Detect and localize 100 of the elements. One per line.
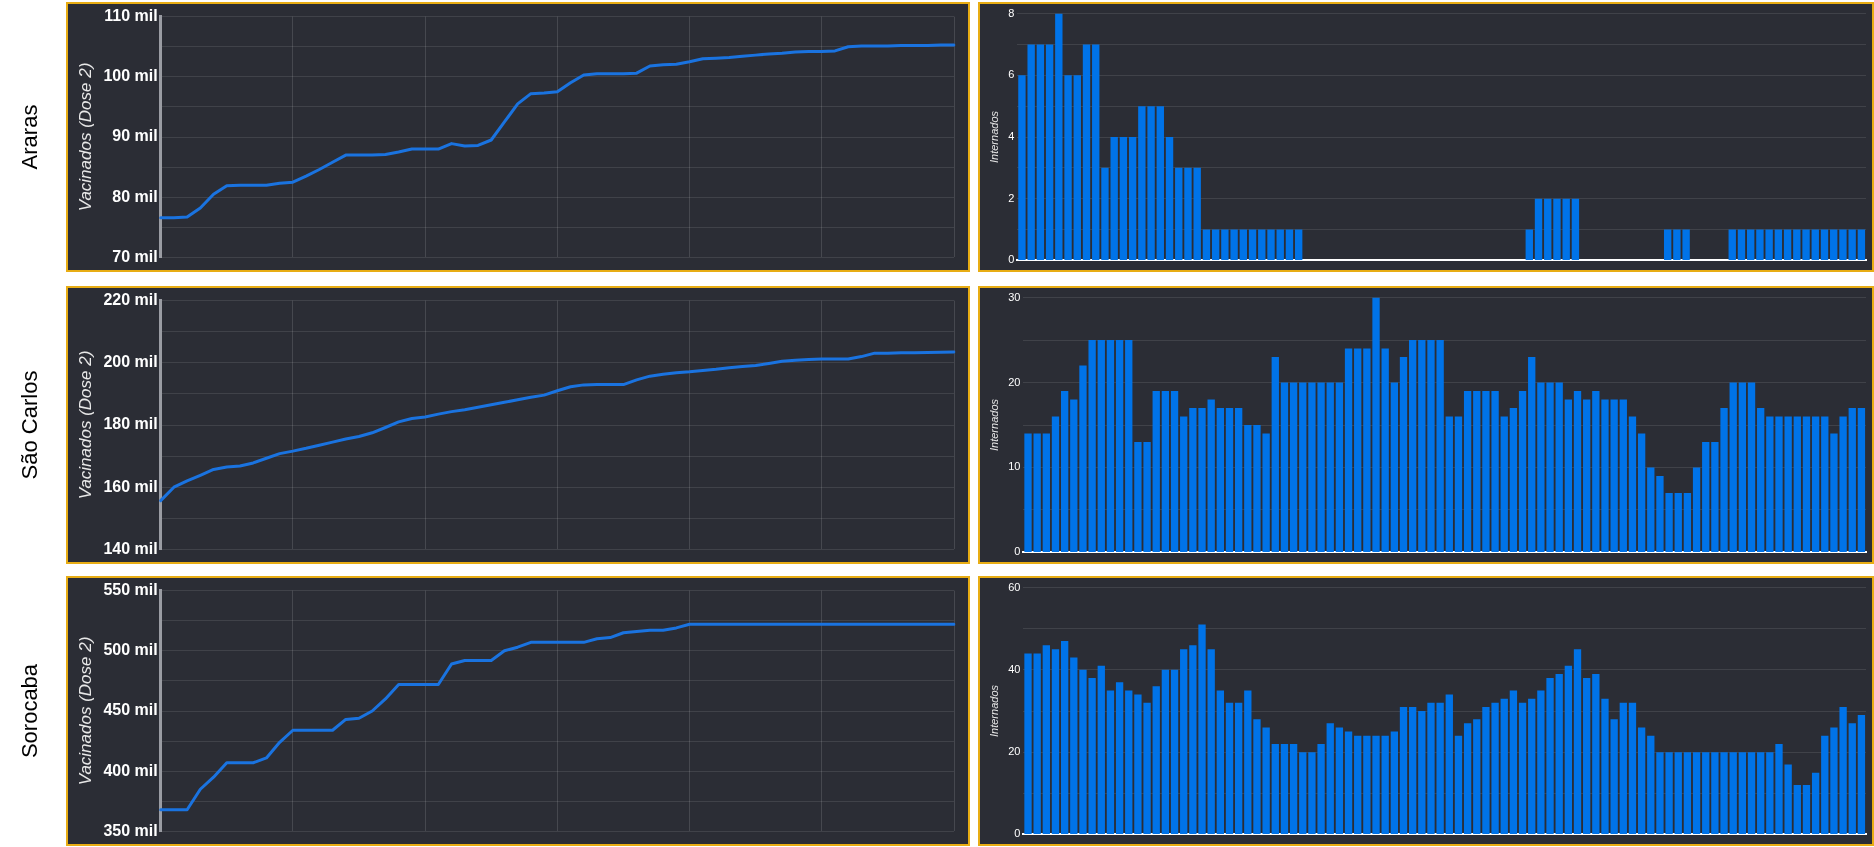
bar (1207, 649, 1215, 834)
bar (1399, 706, 1408, 834)
bar (1628, 702, 1637, 834)
bar (1573, 649, 1582, 834)
bar (1528, 357, 1536, 552)
bar (1553, 198, 1561, 260)
y-axis-title: Internados (987, 110, 1000, 163)
bar (1042, 433, 1050, 552)
bar (1161, 669, 1170, 834)
bar (1033, 653, 1041, 834)
bar (1418, 711, 1426, 834)
bar (1024, 653, 1032, 834)
bar (1802, 785, 1811, 834)
bar (1811, 416, 1820, 552)
y-tick-label: 140 mil (103, 539, 158, 557)
bar (1051, 416, 1060, 552)
bar (1152, 686, 1160, 834)
bar (1128, 137, 1137, 260)
bar (1500, 416, 1508, 552)
bar (1207, 399, 1215, 552)
bar (1234, 408, 1243, 552)
text: Araras (16, 104, 43, 170)
bar (1115, 340, 1124, 552)
bar (1737, 229, 1746, 260)
y-axis-title: Vacinados (Dose 2) (75, 62, 95, 212)
bar (1774, 229, 1783, 260)
bar (1583, 678, 1591, 834)
bar (1258, 229, 1266, 260)
bar (1674, 492, 1682, 552)
bar (1544, 198, 1552, 260)
y-tick-label: 80 mil (112, 187, 158, 205)
y-tick-label: 4 (1008, 130, 1015, 143)
y-tick-label: 60 (1008, 580, 1021, 593)
bar (1463, 723, 1472, 834)
bar (1119, 137, 1128, 260)
y-tick-label: 40 (1008, 662, 1021, 675)
bar (1073, 75, 1081, 260)
y-axis-title: Internados (987, 398, 1000, 451)
bar (1555, 673, 1563, 834)
bar (1060, 641, 1069, 834)
bar (1225, 408, 1234, 552)
bar (1592, 673, 1600, 834)
bar (1674, 752, 1682, 834)
bar (1562, 198, 1570, 260)
y-tick-label: 500 mil (103, 641, 158, 659)
bar (1473, 719, 1481, 834)
bar (1571, 198, 1580, 260)
bar (1326, 723, 1334, 834)
y-tick-label: 160 mil (103, 477, 158, 495)
y-axis-title: Internados (987, 684, 1000, 737)
text: São Carlos (16, 370, 43, 480)
bar (1857, 229, 1866, 260)
bar (1299, 752, 1307, 834)
bar (1663, 229, 1672, 260)
y-tick-label: 20 (1008, 375, 1021, 388)
bar (1528, 698, 1536, 834)
y-tick-label: 90 mil (112, 127, 158, 145)
bar (1244, 425, 1252, 552)
bar (1170, 391, 1179, 552)
bar (1509, 690, 1518, 834)
bar (1216, 408, 1224, 552)
bar (1573, 391, 1582, 552)
bar (1445, 694, 1453, 834)
bar (1271, 743, 1279, 834)
bar (1070, 399, 1078, 552)
bar (1619, 399, 1627, 552)
y-tick-label: 10 (1008, 460, 1021, 473)
bar (1390, 731, 1399, 834)
bar (1757, 752, 1765, 834)
y-tick-label: 220 mil (103, 291, 158, 309)
bar (1335, 382, 1344, 552)
bar (1289, 382, 1298, 552)
bar (1409, 706, 1417, 834)
bar (1248, 229, 1257, 260)
y-tick-label: 200 mil (103, 353, 158, 371)
y-tick-label: 100 mil (103, 67, 158, 85)
y-tick-label: 6 (1008, 68, 1015, 81)
bar (1848, 723, 1856, 834)
bar (1285, 229, 1294, 260)
bar (1747, 229, 1755, 260)
bar (1683, 752, 1692, 834)
bar (1628, 416, 1637, 552)
bar (1830, 229, 1838, 260)
bar (1692, 752, 1701, 834)
bar (1729, 752, 1737, 834)
bar (1702, 441, 1710, 552)
y-tick-label: 0 (1014, 545, 1021, 558)
y-axis-title: Vacinados (Dose 2) (75, 350, 95, 500)
bar (1033, 433, 1041, 552)
bar (1821, 735, 1829, 834)
bar (1821, 416, 1829, 552)
bar (1811, 772, 1820, 834)
bar (1738, 382, 1747, 552)
bar (1857, 408, 1866, 552)
bar (1738, 752, 1747, 834)
bar (1509, 408, 1518, 552)
bar (1036, 44, 1045, 260)
bar (1802, 416, 1811, 552)
bar (1106, 690, 1115, 834)
bar (1299, 382, 1307, 552)
